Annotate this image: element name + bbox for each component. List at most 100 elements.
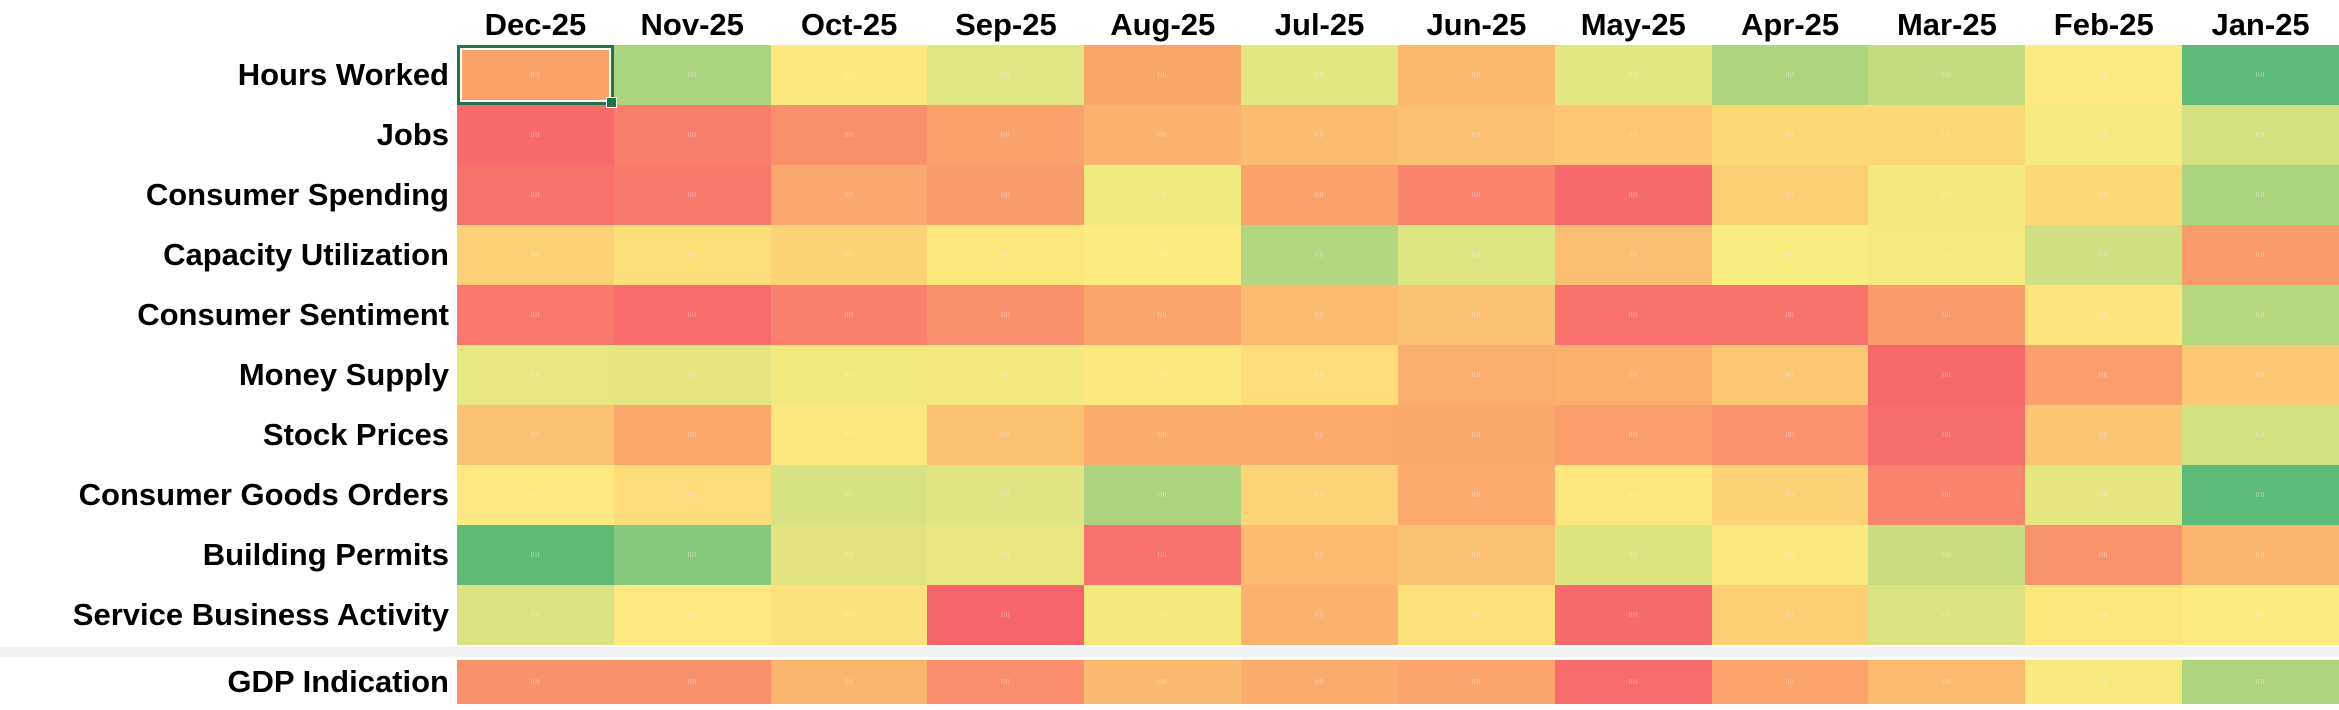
heatmap-cell[interactable]: ||||: [1397, 465, 1555, 525]
heatmap-cell[interactable]: ||||: [927, 225, 1085, 285]
heatmap-cell[interactable]: ||||: [927, 660, 1085, 704]
heatmap-cell[interactable]: ||||: [2182, 345, 2339, 405]
heatmap-cell[interactable]: ||||: [770, 105, 928, 165]
column-header-jul-25[interactable]: Jul-25: [1241, 0, 1398, 45]
heatmap-cell[interactable]: ||||: [2025, 165, 2183, 225]
heatmap-cell[interactable]: ||||: [770, 285, 928, 345]
heatmap-cell[interactable]: ||||: [457, 405, 614, 465]
heatmap-cell[interactable]: ||||: [927, 165, 1085, 225]
heatmap-cell[interactable]: ||||: [1868, 45, 2026, 105]
heatmap-cell[interactable]: ||||: [1397, 45, 1555, 105]
heatmap-cell[interactable]: ||||: [927, 345, 1085, 405]
row-label-stock-prices[interactable]: Stock Prices: [0, 405, 457, 465]
heatmap-cell[interactable]: ||||: [457, 225, 614, 285]
heatmap-cell[interactable]: ||||: [2182, 285, 2339, 345]
heatmap-cell[interactable]: ||||: [770, 225, 928, 285]
heatmap-cell[interactable]: ||||: [2025, 285, 2183, 345]
row-label-hours-worked[interactable]: Hours Worked: [0, 45, 457, 105]
heatmap-cell[interactable]: ||||: [1241, 345, 1398, 405]
heatmap-cell[interactable]: ||||: [927, 585, 1085, 645]
heatmap-cell[interactable]: ||||: [613, 285, 771, 345]
heatmap-cell[interactable]: ||||: [613, 465, 771, 525]
heatmap-cell[interactable]: ||||: [1241, 465, 1398, 525]
heatmap-cell[interactable]: ||||: [1084, 465, 1242, 525]
heatmap-cell[interactable]: ||||: [1554, 345, 1712, 405]
row-label-gdp-indication[interactable]: GDP Indication: [0, 660, 457, 704]
heatmap-cell[interactable]: ||||: [1711, 105, 1869, 165]
heatmap-cell[interactable]: ||||: [927, 525, 1085, 585]
column-header-nov-25[interactable]: Nov-25: [613, 0, 771, 45]
heatmap-cell[interactable]: ||||: [1397, 525, 1555, 585]
heatmap-cell[interactable]: ||||: [457, 345, 614, 405]
heatmap-cell[interactable]: ||||: [1868, 405, 2026, 465]
heatmap-cell[interactable]: ||||: [1084, 345, 1242, 405]
heatmap-cell[interactable]: ||||: [927, 285, 1085, 345]
column-header-apr-25[interactable]: Apr-25: [1711, 0, 1869, 45]
heatmap-cell[interactable]: ||||: [927, 105, 1085, 165]
heatmap-cell[interactable]: ||||: [1241, 45, 1398, 105]
heatmap-cell[interactable]: ||||: [2025, 660, 2183, 704]
heatmap-cell[interactable]: ||||: [2025, 225, 2183, 285]
heatmap-cell[interactable]: ||||: [1868, 660, 2026, 704]
heatmap-cell[interactable]: ||||: [457, 105, 614, 165]
heatmap-cell[interactable]: ||||: [2182, 525, 2339, 585]
heatmap-cell[interactable]: ||||: [1868, 285, 2026, 345]
heatmap-cell[interactable]: ||||: [457, 285, 614, 345]
row-label-consumer-spending[interactable]: Consumer Spending: [0, 165, 457, 225]
heatmap-cell[interactable]: ||||: [1554, 405, 1712, 465]
column-header-aug-25[interactable]: Aug-25: [1084, 0, 1242, 45]
fill-handle[interactable]: [605, 97, 617, 108]
heatmap-cell[interactable]: ||||: [2025, 585, 2183, 645]
selected-cell[interactable]: ||||: [457, 45, 617, 108]
heatmap-cell[interactable]: ||||: [2182, 165, 2339, 225]
heatmap-cell[interactable]: ||||: [1397, 405, 1555, 465]
heatmap-cell[interactable]: ||||: [1554, 285, 1712, 345]
heatmap-cell[interactable]: ||||: [1554, 585, 1712, 645]
heatmap-cell[interactable]: ||||: [1084, 405, 1242, 465]
heatmap-cell[interactable]: ||||: [2182, 405, 2339, 465]
heatmap-cell[interactable]: ||||: [613, 660, 771, 704]
heatmap-cell[interactable]: ||||: [2025, 525, 2183, 585]
heatmap-cell[interactable]: ||||: [1397, 585, 1555, 645]
heatmap-cell[interactable]: ||||: [1084, 285, 1242, 345]
heatmap-cell[interactable]: ||||: [1868, 105, 2026, 165]
row-label-consumer-sentiment[interactable]: Consumer Sentiment: [0, 285, 457, 345]
heatmap-cell[interactable]: ||||: [1868, 585, 2026, 645]
heatmap-cell[interactable]: ||||: [1711, 405, 1869, 465]
heatmap-cell[interactable]: ||||: [1711, 285, 1869, 345]
heatmap-cell[interactable]: ||||: [457, 165, 614, 225]
heatmap-cell[interactable]: ||||: [613, 585, 771, 645]
heatmap-cell[interactable]: ||||: [1711, 45, 1869, 105]
heatmap-cell[interactable]: ||||: [2182, 225, 2339, 285]
heatmap-cell[interactable]: ||||: [927, 45, 1085, 105]
column-header-feb-25[interactable]: Feb-25: [2025, 0, 2183, 45]
column-header-mar-25[interactable]: Mar-25: [1868, 0, 2026, 45]
heatmap-cell[interactable]: ||||: [457, 585, 614, 645]
heatmap-cell[interactable]: ||||: [1241, 165, 1398, 225]
heatmap-cell[interactable]: ||||: [1241, 585, 1398, 645]
column-header-sep-25[interactable]: Sep-25: [927, 0, 1085, 45]
heatmap-cell[interactable]: ||||: [1241, 405, 1398, 465]
column-header-oct-25[interactable]: Oct-25: [770, 0, 928, 45]
heatmap-cell[interactable]: ||||: [1711, 525, 1869, 585]
heatmap-cell[interactable]: ||||: [770, 45, 928, 105]
heatmap-cell[interactable]: ||||: [927, 465, 1085, 525]
heatmap-cell[interactable]: ||||: [1084, 525, 1242, 585]
heatmap-cell[interactable]: ||||: [613, 345, 771, 405]
heatmap-cell[interactable]: ||||: [1397, 165, 1555, 225]
heatmap-cell[interactable]: ||||: [2182, 105, 2339, 165]
column-header-jan-25[interactable]: Jan-25: [2182, 0, 2339, 45]
column-header-may-25[interactable]: May-25: [1554, 0, 1712, 45]
heatmap-cell[interactable]: ||||: [2182, 660, 2339, 704]
heatmap-cell[interactable]: ||||: [1397, 285, 1555, 345]
heatmap-cell[interactable]: ||||: [770, 525, 928, 585]
column-header-jun-25[interactable]: Jun-25: [1397, 0, 1555, 45]
heatmap-cell[interactable]: ||||: [2025, 345, 2183, 405]
heatmap-cell[interactable]: ||||: [770, 345, 928, 405]
heatmap-cell[interactable]: ||||: [1084, 45, 1242, 105]
row-label-capacity-utilization[interactable]: Capacity Utilization: [0, 225, 457, 285]
heatmap-cell[interactable]: ||||: [2182, 585, 2339, 645]
heatmap-cell[interactable]: ||||: [2182, 465, 2339, 525]
heatmap-cell[interactable]: ||||: [1241, 285, 1398, 345]
heatmap-cell[interactable]: ||||: [1241, 225, 1398, 285]
